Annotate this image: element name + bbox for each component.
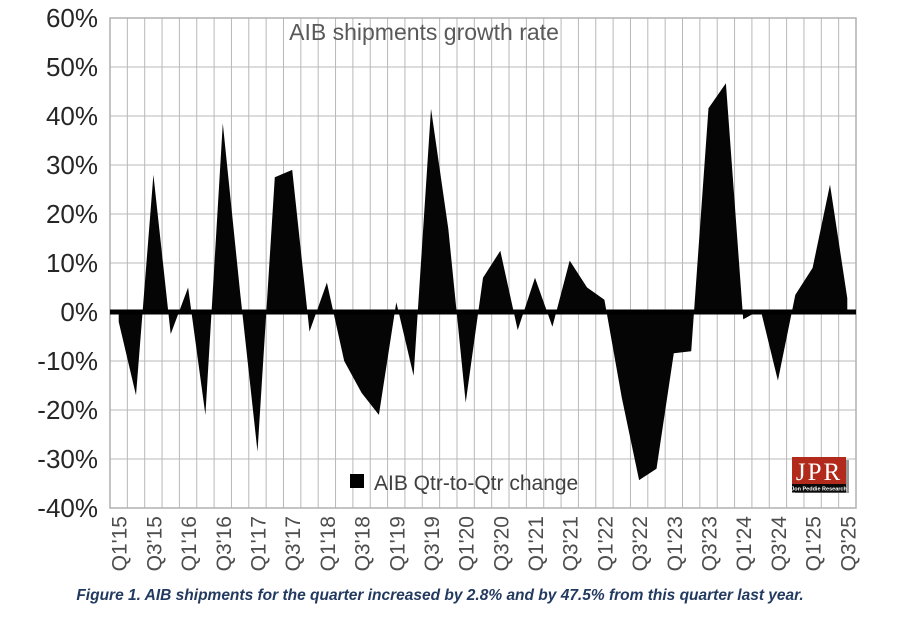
legend: AIB Qtr-to-Qtr change bbox=[350, 472, 578, 495]
x-tick-label: Q3'23 bbox=[699, 516, 722, 571]
x-tick-label: Q3'18 bbox=[352, 516, 375, 571]
x-tick-label: Q1'23 bbox=[664, 516, 687, 571]
area-series bbox=[118, 83, 848, 481]
logo-black-strip bbox=[792, 484, 846, 493]
logo-red-box bbox=[792, 457, 846, 484]
x-tick-label: Q3'15 bbox=[143, 516, 166, 571]
y-tick-label: -40% bbox=[37, 493, 98, 523]
x-tick-label: Q3'24 bbox=[768, 516, 791, 572]
figure-caption: Figure 1. AIB shipments for the quarter … bbox=[76, 587, 804, 604]
legend-swatch bbox=[350, 474, 364, 488]
x-tick-label: Q1'19 bbox=[386, 516, 409, 571]
y-tick-label: 50% bbox=[46, 52, 98, 82]
x-tick-label: Q3'22 bbox=[629, 516, 652, 571]
legend-label: AIB Qtr-to-Qtr change bbox=[374, 472, 578, 495]
x-tick-label: Q1'18 bbox=[317, 516, 340, 571]
x-tick-label: Q3'19 bbox=[421, 516, 444, 571]
x-axis-labels: Q1'15 Q3'15 Q1'16 Q3'16 Q1'17 Q3'17 Q1'18 Q3'18… bbox=[109, 516, 861, 572]
growth-chart: 60% 50% 40% 30% 20% 10% 0% -10% -20% -30% -40% Q1'… bbox=[37, 3, 861, 572]
y-tick-label: -30% bbox=[37, 444, 98, 474]
x-tick-label: Q1'21 bbox=[525, 516, 548, 571]
x-tick-label: Q3'17 bbox=[282, 516, 305, 571]
x-tick-label: Q1'25 bbox=[803, 516, 826, 571]
y-tick-label: 60% bbox=[46, 3, 98, 33]
y-tick-label: -10% bbox=[37, 346, 98, 376]
y-tick-label: 40% bbox=[46, 101, 98, 131]
y-tick-label: 10% bbox=[46, 248, 98, 278]
y-axis-labels: 60% 50% 40% 30% 20% 10% 0% -10% -20% -30% -40% bbox=[37, 3, 98, 523]
y-tick-label: 0% bbox=[60, 297, 98, 327]
jpr-logo: JPR Jon Peddie Research bbox=[791, 457, 849, 493]
x-tick-label: Q3'25 bbox=[837, 516, 860, 571]
plot-border bbox=[109, 17, 857, 509]
x-tick-label: Q1'17 bbox=[247, 516, 270, 571]
aib-area bbox=[118, 83, 848, 481]
x-tick-label: Q1'22 bbox=[594, 516, 617, 571]
x-tick-label: Q1'16 bbox=[178, 516, 201, 571]
chart-title: AIB shipments growth rate bbox=[289, 19, 559, 45]
x-tick-label: Q3'21 bbox=[560, 516, 583, 571]
x-tick-label: Q1'24 bbox=[733, 516, 756, 572]
y-tick-label: 30% bbox=[46, 150, 98, 180]
y-tick-label: -20% bbox=[37, 395, 98, 425]
logo-subtext: Jon Peddie Research bbox=[791, 487, 847, 493]
x-tick-label: Q3'16 bbox=[213, 516, 236, 571]
x-tick-label: Q1'15 bbox=[109, 516, 132, 571]
y-tick-label: 20% bbox=[46, 199, 98, 229]
logo-jpr-text: JPR bbox=[796, 459, 842, 486]
x-tick-label: Q3'20 bbox=[490, 516, 513, 571]
x-tick-label: Q1'20 bbox=[456, 516, 479, 571]
